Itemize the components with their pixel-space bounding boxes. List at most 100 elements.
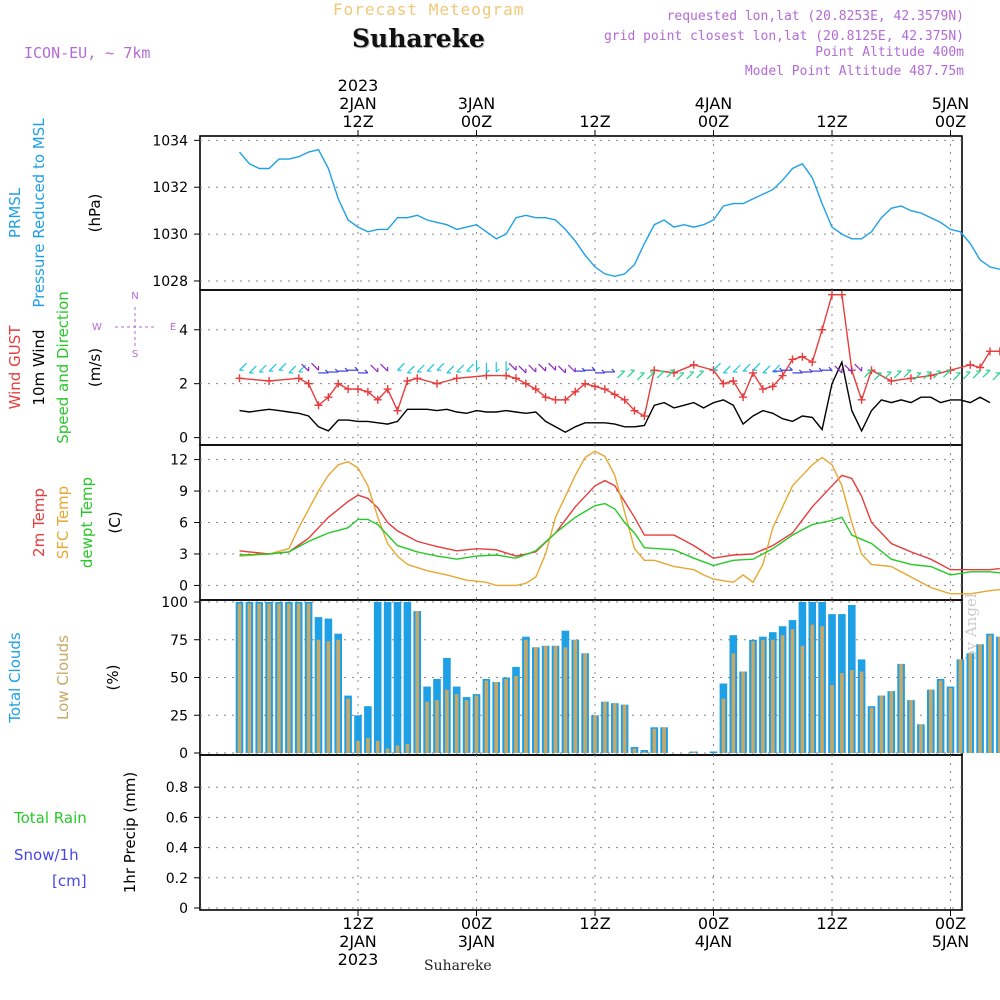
cloud-bar-low xyxy=(277,603,281,753)
cloud-bar-low xyxy=(968,653,973,753)
wind-barb-head xyxy=(495,368,500,373)
cloud-bar-low xyxy=(613,703,617,754)
cloud-bar-low xyxy=(889,691,894,754)
wind-barb-head xyxy=(334,368,339,373)
panel-ylabel: Pressure Reduced to MSL xyxy=(30,118,48,308)
gust-marker xyxy=(729,376,738,385)
gust-marker xyxy=(966,360,975,369)
gust-marker xyxy=(235,374,244,383)
model-altitude: Model Point Altitude 487.75m xyxy=(744,64,964,79)
time-label-top: 12Z xyxy=(579,112,610,131)
wind-barb xyxy=(627,369,635,378)
y-tick-label: 0.8 xyxy=(166,780,188,796)
gust-marker xyxy=(640,412,649,421)
wind-barb xyxy=(903,369,912,378)
wind-barb-head xyxy=(789,366,793,371)
gust-marker xyxy=(551,395,560,404)
compass-south: S xyxy=(132,349,138,360)
gust-marker xyxy=(857,395,866,404)
cloud-bar-low xyxy=(820,626,824,754)
gust-marker xyxy=(324,393,333,402)
cloud-bar-low xyxy=(464,700,469,753)
wind-barb xyxy=(962,371,971,380)
time-label-bottom: 2JAN xyxy=(339,932,377,951)
cloud-bar-low xyxy=(247,603,252,753)
station-name: Suhareke xyxy=(352,24,485,53)
cloud-bar-low xyxy=(909,700,913,753)
cloud-bar-low xyxy=(356,740,360,753)
requested-coords: requested lon,lat (20.8253E, 42.3579N) xyxy=(666,9,964,24)
gust-marker xyxy=(995,347,1000,356)
panel-ylabel: 10m Wind xyxy=(30,329,48,405)
gust-marker xyxy=(976,363,985,372)
gust-marker xyxy=(926,371,935,380)
panel-ylabel: Total Clouds xyxy=(6,632,24,724)
gust-marker xyxy=(314,401,323,410)
gust-marker xyxy=(719,379,728,388)
time-label-top: 12Z xyxy=(816,112,847,131)
wind-barb xyxy=(426,363,435,372)
time-label-bottom: 12Z xyxy=(342,914,373,933)
wind-barb xyxy=(666,369,675,378)
wind-barb xyxy=(762,365,771,374)
panel-wind: 0 2 4 Wind GUST 10m Wind Speed and Direction (… xyxy=(6,289,1000,447)
wind-barb-head xyxy=(581,367,586,372)
cloud-bar-low xyxy=(771,639,775,754)
gust-marker xyxy=(265,376,274,385)
gust-marker xyxy=(531,385,540,394)
wind-barb xyxy=(732,364,741,373)
wind-barb xyxy=(311,362,319,371)
cloud-bar-low xyxy=(919,724,923,753)
cloud-bar-low xyxy=(929,689,933,754)
wind-barb-head xyxy=(485,369,490,374)
wind-barb-head xyxy=(344,367,349,372)
panel-ylabel: PRMSL xyxy=(6,187,24,238)
panel-ylabel: SFC Temp xyxy=(54,486,72,559)
panel-frame xyxy=(199,599,963,756)
wind-barb xyxy=(636,372,645,381)
wind-barb xyxy=(557,365,566,374)
gust-marker xyxy=(788,355,797,364)
time-label-top: 00Z xyxy=(698,112,729,131)
cloud-bar-low xyxy=(692,751,696,754)
time-label-bottom: 3JAN xyxy=(458,932,496,951)
wind-barb-head xyxy=(808,368,813,373)
cloud-bar-low xyxy=(603,701,607,754)
wind-barb xyxy=(933,370,942,379)
gust-marker xyxy=(778,371,787,380)
gust-marker xyxy=(541,393,550,402)
time-label-bottom: 12Z xyxy=(816,914,847,933)
y-tick-label: 75 xyxy=(170,633,188,649)
series-line xyxy=(239,359,991,433)
gust-marker xyxy=(581,379,590,388)
wind-barb xyxy=(248,365,257,374)
gust-marker xyxy=(907,374,915,383)
cloud-bar-low xyxy=(524,639,528,754)
wind-barb xyxy=(972,370,981,379)
cloud-bar-low xyxy=(938,680,943,753)
cloud-bar-low xyxy=(375,740,380,753)
cloud-bar-low xyxy=(514,676,518,754)
gust-marker xyxy=(758,385,767,394)
model-label: ICON-EU, ~ 7km xyxy=(24,44,151,62)
wind-barb xyxy=(436,362,445,371)
gust-marker xyxy=(630,406,639,415)
cloud-bar-low xyxy=(958,659,963,754)
cloud-bar-low xyxy=(622,704,627,754)
panel-ylabel: dewpt Temp xyxy=(78,477,96,568)
cloud-bar-low xyxy=(405,743,410,753)
cloud-bar-low xyxy=(425,701,429,754)
cloud-bar-low xyxy=(721,698,726,753)
cloud-bar-total xyxy=(709,751,718,754)
cloud-bar-low xyxy=(237,603,242,753)
footer-station-name: Suhareke xyxy=(424,958,492,974)
gust-marker xyxy=(482,371,491,380)
cloud-bar-total xyxy=(403,602,412,753)
wind-barb xyxy=(913,372,922,381)
panel-ylabel: [cm] xyxy=(52,872,87,890)
cloud-bar-low xyxy=(840,673,844,754)
cloud-bar-total xyxy=(364,706,372,754)
panel-ylabel: Low Clouds xyxy=(54,635,72,720)
gust-marker xyxy=(413,374,422,383)
wind-barb-head xyxy=(324,369,329,374)
